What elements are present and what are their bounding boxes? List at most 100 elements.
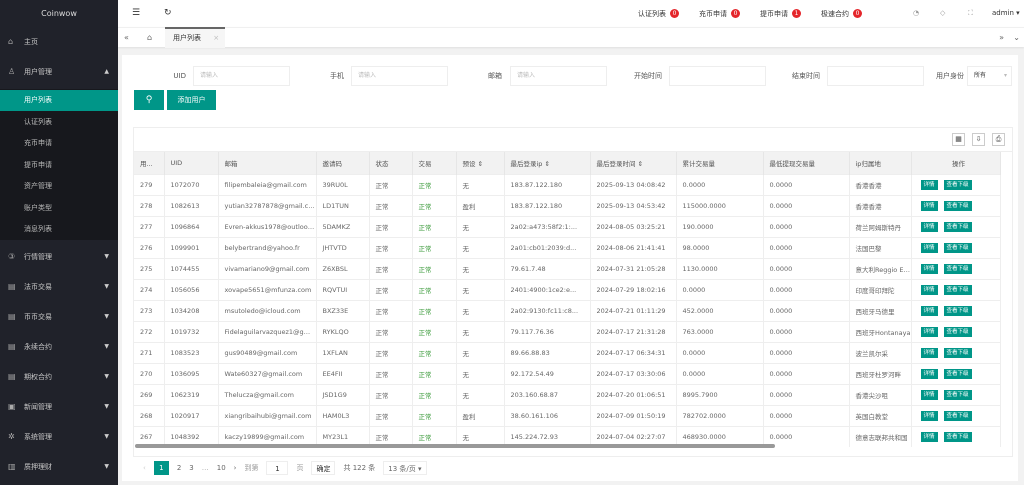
columns-icon[interactable]: ▦ bbox=[952, 133, 965, 146]
table-cell: MY23L1 bbox=[316, 425, 370, 447]
scroll-right-icon[interactable]: » bbox=[999, 33, 1004, 42]
page-size-select[interactable]: 13 条/页 ▾ bbox=[383, 461, 427, 475]
detail-button[interactable]: 详情 bbox=[920, 305, 938, 316]
page-1[interactable]: 1 bbox=[153, 461, 169, 475]
notice-quick-contract[interactable]: 极速合约 0 bbox=[821, 9, 862, 19]
sidebar-item-7[interactable]: ▣ 新闻管理 ▼ bbox=[0, 397, 118, 417]
uid-input[interactable]: 请输入 bbox=[193, 66, 290, 86]
sidebar-item-8[interactable]: ✲ 系统管理 ▼ bbox=[0, 427, 118, 447]
notice-deposit[interactable]: 充币申请 0 bbox=[699, 9, 740, 19]
theme-icon[interactable]: ◔ bbox=[913, 9, 920, 17]
notice-withdraw[interactable]: 提币申请 1 bbox=[760, 9, 801, 19]
user-menu[interactable]: admin ▾ bbox=[992, 9, 1020, 17]
sidebar-item-2[interactable]: ③ 行情管理 ▼ bbox=[0, 247, 118, 267]
detail-button[interactable]: 详情 bbox=[920, 410, 938, 421]
detail-button[interactable]: 详情 bbox=[920, 179, 938, 190]
sidebar-subitem-1[interactable]: 认证列表 bbox=[24, 117, 52, 126]
column-header[interactable]: 预设 ⇕ bbox=[456, 152, 505, 174]
close-tab-icon[interactable]: × bbox=[213, 34, 220, 42]
email-input[interactable]: 请输入 bbox=[510, 66, 607, 86]
goto-confirm-button[interactable]: 确定 bbox=[311, 461, 336, 475]
tab-user-list[interactable]: 用户列表 × bbox=[165, 27, 225, 48]
add-user-button[interactable]: 添加用户 bbox=[167, 90, 216, 110]
view-subordinates-button[interactable]: 查看下级 bbox=[943, 326, 972, 337]
sidebar-item-1[interactable]: ♙ 用户管理 ▲ bbox=[0, 62, 118, 82]
view-subordinates-button[interactable]: 查看下级 bbox=[943, 200, 972, 211]
search-button[interactable]: ⚲ bbox=[134, 90, 164, 110]
role-select[interactable]: 所有 ▾ bbox=[967, 66, 1012, 86]
view-subordinates-button[interactable]: 查看下级 bbox=[943, 263, 972, 274]
view-subordinates-button[interactable]: 查看下级 bbox=[943, 410, 972, 421]
export-icon[interactable]: ⇩ bbox=[972, 133, 985, 146]
detail-button[interactable]: 详情 bbox=[920, 431, 938, 442]
table-cell: 1056056 bbox=[164, 278, 219, 300]
table-cell: JHTVTD bbox=[316, 236, 370, 258]
next-page-icon[interactable]: › bbox=[233, 464, 237, 472]
sidebar-item-3[interactable]: ▤ 法币交易 ▼ bbox=[0, 277, 118, 297]
table-cell: 1130.0000 bbox=[676, 257, 764, 279]
sidebar-item-9[interactable]: ▥ 质押理财 ▼ bbox=[0, 457, 118, 477]
page-3[interactable]: 3 bbox=[189, 464, 194, 472]
table-cell: kaczy19899@gmail.com bbox=[218, 425, 317, 447]
detail-button[interactable]: 详情 bbox=[920, 326, 938, 337]
prev-page-icon[interactable]: ‹ bbox=[143, 464, 146, 472]
goto-page-input[interactable]: 1 bbox=[266, 461, 289, 475]
table-cell: 无 bbox=[456, 236, 505, 258]
table-cell: 正常 bbox=[412, 362, 457, 384]
sidebar-subitem-6[interactable]: 消息列表 bbox=[24, 225, 52, 233]
home-tab-icon[interactable]: ⌂ bbox=[147, 33, 153, 42]
page-2[interactable]: 2 bbox=[176, 464, 182, 472]
table-cell: 正常 bbox=[369, 425, 413, 447]
detail-button[interactable]: 详情 bbox=[920, 263, 938, 274]
menu-toggle-icon[interactable]: ☰ bbox=[132, 8, 141, 18]
refresh-icon[interactable]: ↻ bbox=[164, 8, 172, 18]
tab-menu-chevron-icon[interactable]: ⌄ bbox=[1013, 33, 1020, 42]
page-10[interactable]: 10 bbox=[216, 464, 226, 472]
start-time-input[interactable] bbox=[669, 66, 766, 86]
sidebar-item-5[interactable]: ▤ 永续合约 ▼ bbox=[0, 337, 118, 357]
detail-button[interactable]: 详情 bbox=[920, 242, 938, 253]
detail-button[interactable]: 详情 bbox=[920, 389, 938, 400]
view-subordinates-button[interactable]: 查看下级 bbox=[943, 284, 972, 295]
actions-cell: 详情 查看下级 bbox=[911, 404, 1001, 426]
view-subordinates-button[interactable]: 查看下级 bbox=[943, 179, 972, 190]
scroll-left-icon[interactable]: « bbox=[124, 33, 129, 42]
print-icon[interactable]: ⎙ bbox=[992, 133, 1005, 146]
table-cell: 79.117.76.36 bbox=[504, 320, 591, 342]
phone-input[interactable]: 请输入 bbox=[351, 66, 448, 86]
horizontal-scrollbar[interactable] bbox=[135, 444, 775, 448]
sidebar-subitem-3[interactable]: 提币申请 bbox=[24, 160, 52, 169]
view-subordinates-button[interactable]: 查看下级 bbox=[943, 347, 972, 358]
view-subordinates-button[interactable]: 查看下级 bbox=[943, 389, 972, 400]
table-cell: filipembaleia@gmail.com bbox=[218, 173, 317, 195]
fullscreen-icon[interactable]: ⛶ bbox=[968, 9, 973, 17]
view-subordinates-button[interactable]: 查看下级 bbox=[943, 221, 972, 232]
sidebar-item-0[interactable]: ⌂ 主页 bbox=[0, 32, 118, 52]
detail-button[interactable]: 详情 bbox=[920, 200, 938, 211]
table-row: 269 1062319 Thelucza@gmail.com JSD1G9 正常 正常无 2… bbox=[134, 383, 1001, 405]
sidebar-subitem-4[interactable]: 资产管理 bbox=[24, 182, 52, 190]
sidebar-subitem-2[interactable]: 充币申请 bbox=[24, 139, 52, 147]
sidebar-item-label: 永续合约 bbox=[24, 343, 52, 351]
sidebar-subitem-0[interactable]: 用户列表 bbox=[0, 90, 118, 111]
sidebar-item-4[interactable]: ▤ 币币交易 ▼ bbox=[0, 307, 118, 327]
view-subordinates-button[interactable]: 查看下级 bbox=[943, 305, 972, 316]
sidebar-subitem-5[interactable]: 账户类型 bbox=[24, 203, 52, 212]
table-cell: 0.0000 bbox=[676, 173, 764, 195]
view-subordinates-button[interactable]: 查看下级 bbox=[943, 431, 972, 442]
detail-button[interactable]: 详情 bbox=[920, 368, 938, 379]
table-cell: EE4FII bbox=[316, 362, 370, 384]
table-cell: 1096864 bbox=[164, 215, 219, 237]
column-header[interactable]: 最后登录时间 ⇕ bbox=[590, 152, 677, 174]
detail-button[interactable]: 详情 bbox=[920, 284, 938, 295]
view-subordinates-button[interactable]: 查看下级 bbox=[943, 242, 972, 253]
detail-button[interactable]: 详情 bbox=[920, 347, 938, 358]
detail-button[interactable]: 详情 bbox=[920, 221, 938, 232]
notice-cert[interactable]: 认证列表 0 bbox=[638, 9, 679, 19]
sidebar-item-6[interactable]: ▤ 期权合约 ▼ bbox=[0, 367, 118, 387]
column-header[interactable]: 最后登录ip ⇕ bbox=[504, 152, 591, 174]
view-subordinates-button[interactable]: 查看下级 bbox=[943, 368, 972, 379]
tag-icon[interactable]: ◇ bbox=[940, 9, 946, 17]
end-time-input[interactable] bbox=[827, 66, 924, 86]
table-cell: 正常 bbox=[369, 194, 413, 216]
